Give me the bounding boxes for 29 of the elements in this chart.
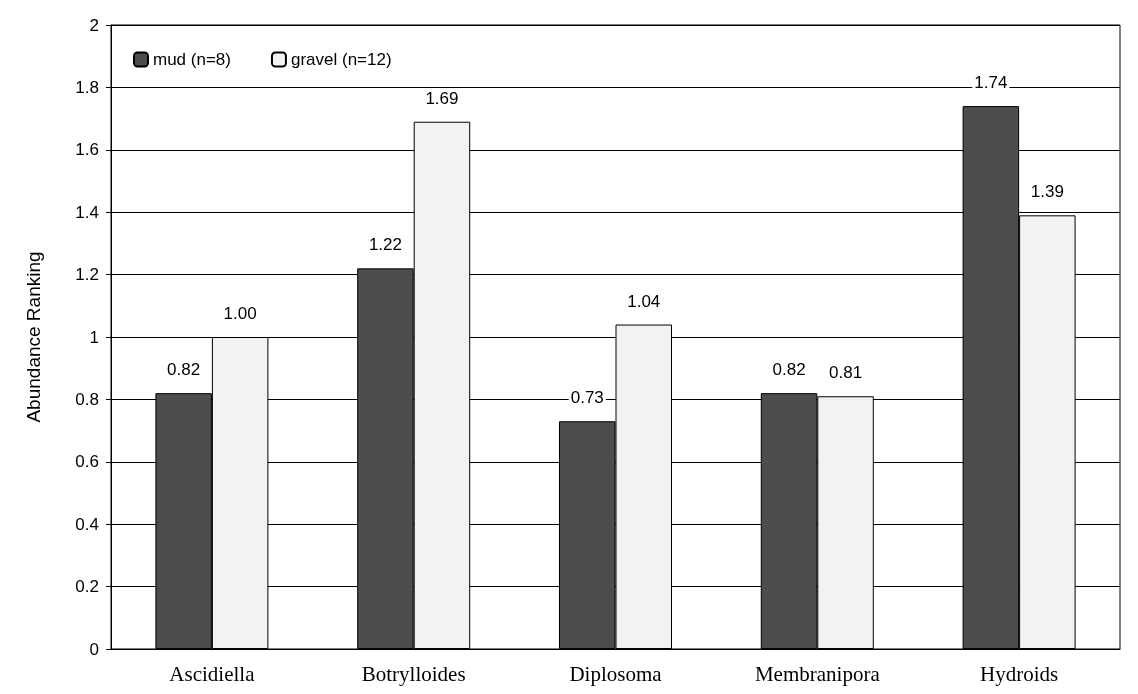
x-tick-label: Diplosoma [569,661,663,686]
y-tick-label: 0.6 [75,452,99,472]
data-label: 0.81 [829,363,863,383]
legend-label: gravel (n=12) [290,50,392,69]
y-tick-label: 1 [89,327,99,347]
y-axis-title: Abundance Ranking [23,251,44,423]
y-tick-label: 1.8 [75,77,99,97]
y-tick-label: 0 [89,639,99,659]
legend-label: mud (n=8) [153,50,231,69]
y-tick-label: 2 [89,15,99,35]
y-tick-label: 0.4 [75,514,99,534]
data-label: 1.22 [368,235,402,255]
x-tick-label: Botrylloides [361,661,466,686]
data-label: 1.00 [223,304,257,323]
y-tick-label: 1.6 [75,140,99,160]
data-label: 0.82 [772,360,806,380]
data-label: 0.73 [570,388,604,408]
y-tick-label: 1.4 [75,202,99,222]
data-label: 1.04 [627,291,661,311]
y-tick-label: 0.2 [75,577,99,597]
data-label: 1.69 [425,88,459,108]
data-label: 1.74 [974,73,1008,93]
data-label: 0.82 [167,360,201,380]
x-tick-label: Ascidiella [169,661,256,686]
y-tick-label: 1.2 [75,265,99,285]
x-tick-label: Hydroids [980,661,1059,686]
data-label: 1.39 [1030,182,1064,202]
y-tick-label: 0.8 [75,389,99,409]
x-tick-label: Membranipora [754,661,881,686]
